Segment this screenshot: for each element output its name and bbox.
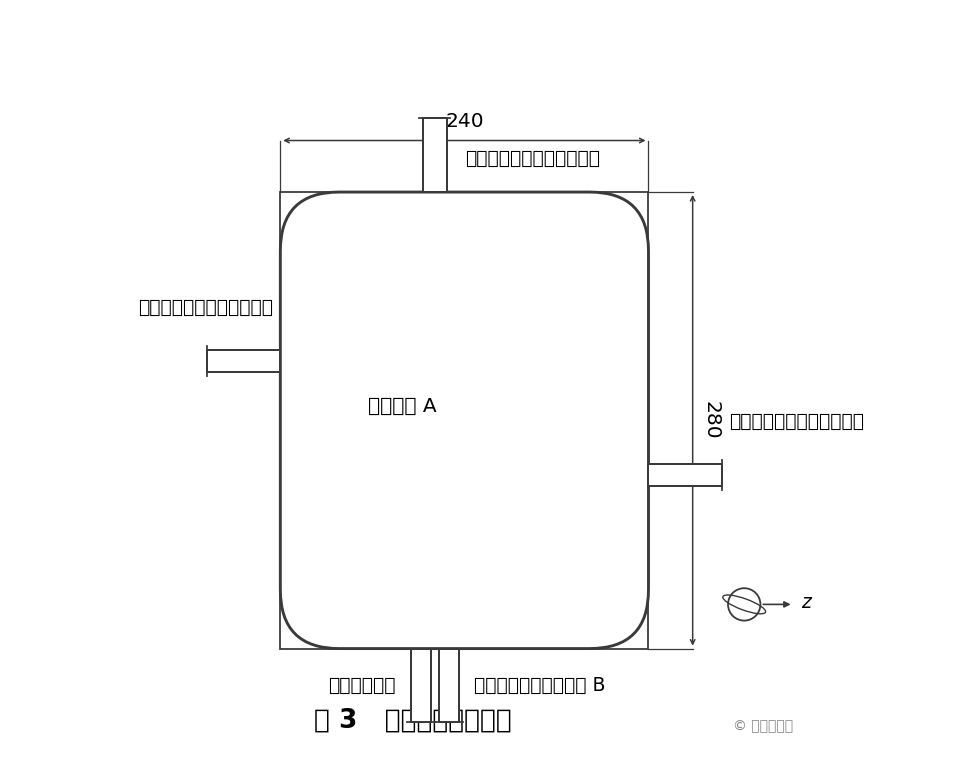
Bar (280, 192, 648, 649)
Bar (648, 464, 722, 486)
Text: 280: 280 (702, 401, 720, 439)
Text: 南側滑行道及土面区水汇入: 南側滑行道及土面区水汇入 (138, 298, 273, 317)
Bar (206, 350, 280, 372)
Text: © 拉森钉板桦: © 拉森钉板桦 (733, 719, 793, 733)
Text: 图 3   蓄水池现状示意图: 图 3 蓄水池现状示意图 (314, 707, 512, 733)
Text: 北调节池 A: 北调节池 A (368, 397, 436, 416)
FancyBboxPatch shape (280, 192, 648, 649)
Text: 240: 240 (445, 112, 484, 131)
Bar (423, 118, 447, 192)
Text: 北側滑行道及土面区水汇入: 北側滑行道及土面区水汇入 (730, 412, 864, 431)
Text: 西側滑行道及土面区水汇入: 西側滑行道及土面区水汇入 (465, 150, 600, 169)
Bar (411, 649, 431, 723)
Text: z: z (801, 594, 811, 612)
Text: 土面区水汇入: 土面区水汇入 (329, 676, 396, 695)
Text: 通过泵房抖至北调节池 B: 通过泵房抖至北调节池 B (474, 676, 605, 695)
Bar (439, 649, 459, 723)
